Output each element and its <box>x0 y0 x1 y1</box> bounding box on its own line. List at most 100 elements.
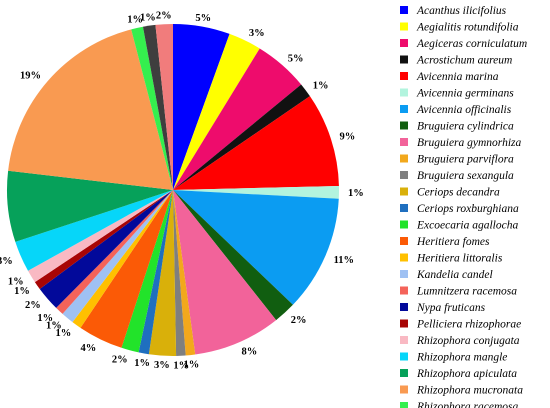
slice-label-aegialitis-rotundifolia: 3% <box>249 28 265 39</box>
slice-label-lumnitzera-racemosa: 1% <box>37 313 53 324</box>
slice-label-acanthus-ilicifolius: 5% <box>195 13 211 24</box>
slice-label-excoecaria-agallocha: 2% <box>112 355 128 366</box>
legend-swatch <box>400 270 408 278</box>
slice-label-ceriops-roxburghiana: 1% <box>134 358 150 369</box>
pie-slice-rhizophora-conjugata <box>27 190 173 283</box>
pie-slice-rhizophora-mangle <box>15 190 173 271</box>
legend-item-heritiera-littoralis: Heritiera littoralis <box>400 253 503 265</box>
pie-slice-lumnitzera-racemosa <box>56 190 173 314</box>
legend-label: Excoecaria agallocha <box>416 220 518 232</box>
legend-item-rhizophora-apiculata: Rhizophora apiculata <box>400 368 517 380</box>
pie-slice-heritiera-fomes <box>80 190 173 348</box>
pie-slice-bruguiera-parviflora <box>173 190 196 356</box>
legend-label: Heritiera littoralis <box>416 253 503 265</box>
legend-swatch <box>400 286 408 295</box>
legend-item-lumnitzera-racemosa: Lumnitzera racemosa <box>400 286 517 298</box>
legend-swatch <box>400 220 408 229</box>
pie-slice-ceriops-roxburghiana <box>138 190 173 355</box>
legend-label: Bruguiera parviflora <box>417 154 514 166</box>
legend-swatch <box>400 72 408 80</box>
slice-label-aegiceras-corniculatum: 5% <box>288 53 304 64</box>
legend: Acanthus ilicifolius Aegialitis rotundifo… <box>400 5 527 408</box>
legend-swatch <box>400 138 408 146</box>
pie-slice-heritiera-littoralis <box>72 190 173 328</box>
pie-slice-pelliciera-rhizophorae <box>34 190 173 289</box>
slice-label-rhizophora-racemosa: 1% <box>127 15 143 26</box>
slice-label-rhizophora-mucronata: 19% <box>20 71 41 82</box>
legend-swatch <box>400 253 408 262</box>
legend-swatch <box>400 6 408 14</box>
pie-slice-excoecaria-agallocha <box>121 190 173 353</box>
slice-label-unlabeled-25: 1% <box>140 12 156 23</box>
legend-item-bruguiera-sexangula: Bruguiera sexangula <box>400 170 514 182</box>
legend-item-excoecaria-agallocha: Excoecaria agallocha <box>400 220 518 232</box>
slice-label-heritiera-littoralis: 1% <box>55 328 71 339</box>
legend-swatch <box>400 319 408 328</box>
legend-label: Aegiceras corniculatum <box>416 38 527 50</box>
legend-item-aegialitis-rotundifolia: Aegialitis rotundifolia <box>400 22 519 34</box>
pie-slice-nypa-fruticans <box>39 190 173 308</box>
legend-label: Nypa fruticans <box>416 302 486 314</box>
pie-slice-rhizophora-racemosa <box>131 26 173 190</box>
slice-label-acrostichum-aureum: 1% <box>313 80 329 91</box>
legend-item-avicennia-marina: Avicennia marina <box>400 71 499 83</box>
legend-label: Rhizophora apiculata <box>416 368 517 380</box>
pie-slice-avicennia-germinans <box>173 185 339 199</box>
legend-item-nypa-fruticans: Nypa fruticans <box>400 302 486 314</box>
legend-swatch <box>400 352 408 361</box>
slice-label-avicennia-marina: 9% <box>340 132 356 143</box>
legend-swatch <box>400 402 408 408</box>
slice-label-ceriops-decandra: 3% <box>154 360 170 371</box>
slice-label-bruguiera-sexangula: 1% <box>173 360 189 371</box>
legend-item-rhizophora-mangle: Rhizophora mangle <box>400 352 507 364</box>
legend-swatch <box>400 154 408 163</box>
legend-swatch <box>400 237 408 245</box>
legend-label: Avicennia germinans <box>416 88 514 100</box>
legend-label: Rhizophora mangle <box>416 352 507 364</box>
legend-item-bruguiera-cylindrica: Bruguiera cylindrica <box>400 121 514 133</box>
legend-swatch <box>400 39 408 47</box>
slice-label-avicennia-officinalis: 11% <box>334 255 354 266</box>
slice-label-nypa-fruticans: 2% <box>25 300 41 311</box>
pie-slice-unlabeled-25 <box>142 24 173 191</box>
legend-label: Bruguiera sexangula <box>417 170 514 182</box>
pie-slice-kandelia-candel <box>62 190 173 323</box>
legend-swatch <box>400 187 408 196</box>
slice-label-unlabeled-26: 2% <box>156 11 172 22</box>
legend-label: Pelliciera rhizophorae <box>416 319 521 331</box>
pie-slice-bruguiera-gymnorhiza <box>173 190 277 355</box>
legend-label: Kandelia candel <box>416 269 493 281</box>
legend-swatch <box>400 336 408 344</box>
legend-item-rhizophora-conjugata: Rhizophora conjugata <box>400 335 520 347</box>
legend-label: Aegialitis rotundifolia <box>416 22 519 34</box>
pie-slice-avicennia-officinalis <box>173 190 339 305</box>
slice-label-bruguiera-gymnorhiza: 8% <box>242 347 258 358</box>
pie-slice-rhizophora-mucronata <box>8 29 174 190</box>
legend-item-heritiera-fomes: Heritiera fomes <box>400 236 490 248</box>
pie-slices <box>6 23 339 356</box>
legend-label: Acrostichum aureum <box>416 55 512 67</box>
slice-label-bruguiera-cylindrica: 2% <box>291 315 307 326</box>
legend-item-aegiceras-corniculatum: Aegiceras corniculatum <box>400 38 527 50</box>
legend-item-acanthus-ilicifolius: Acanthus ilicifolius <box>400 5 507 17</box>
legend-label: Rhizophora racemosa <box>416 401 519 408</box>
legend-item-ceriops-roxburghiana: Ceriops roxburghiana <box>400 203 519 215</box>
pie-slice-aegialitis-rotundifolia <box>173 33 260 191</box>
pie-slice-bruguiera-cylindrica <box>173 190 293 321</box>
slice-label-bruguiera-parviflora: 1% <box>184 360 200 371</box>
legend-label: Rhizophora mucronata <box>416 385 523 397</box>
legend-swatch <box>400 88 408 97</box>
legend-label: Bruguiera gymnorhiza <box>417 137 521 149</box>
slice-label-kandelia-candel: 1% <box>46 321 62 332</box>
legend-item-acrostichum-aureum: Acrostichum aureum <box>400 55 512 67</box>
legend-swatch <box>400 303 408 311</box>
legend-label: Avicennia marina <box>416 71 499 83</box>
slice-label-avicennia-germinans: 1% <box>348 188 364 199</box>
legend-item-rhizophora-racemosa: Rhizophora racemosa <box>400 401 519 408</box>
pie-slice-acanthus-ilicifolius <box>173 24 230 190</box>
legend-label: Bruguiera cylindrica <box>417 121 514 133</box>
legend-swatch <box>400 171 408 179</box>
legend-item-avicennia-germinans: Avicennia germinans <box>400 88 514 100</box>
pie-slice-avicennia-marina <box>173 96 339 190</box>
pie-slice-unlabeled-26 <box>155 23 173 190</box>
